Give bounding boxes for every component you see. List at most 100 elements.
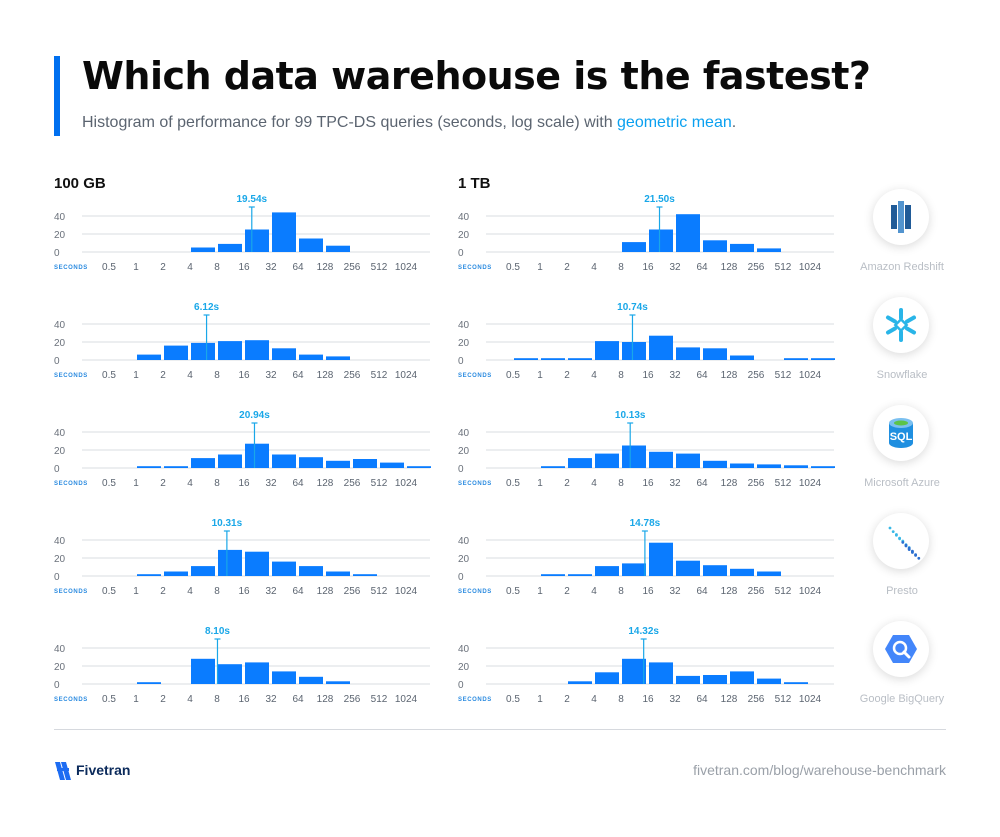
x-tick-label: 2 [564,262,570,273]
histogram-bar [541,358,565,360]
histogram-bar [649,229,673,252]
histogram-bar [703,240,727,252]
histogram-bar [218,243,242,252]
x-tick-label: 4 [591,694,597,705]
y-tick-label: 0 [54,248,60,259]
x-tick-label: 32 [265,370,277,381]
y-tick-label: 20 [54,446,66,457]
x-tick-label: 1024 [799,694,822,705]
x-tick-label: 1 [537,370,543,381]
x-tick-label: 64 [292,370,304,381]
x-tick-label: 32 [265,586,277,597]
x-tick-label: 512 [775,262,792,273]
x-tick-label: 128 [317,262,334,273]
x-tick-label: 256 [748,694,765,705]
y-tick-label: 40 [54,428,66,439]
histogram-bar [649,451,673,468]
histogram-bar [245,340,269,360]
x-tick-label: 64 [696,478,708,489]
y-tick-label: 40 [54,320,66,331]
histogram-bar [676,560,700,576]
fivetran-logo-icon [55,762,71,780]
subtitle-end: . [731,114,737,131]
x-tick-label: 2 [160,694,166,705]
x-tick-label: 0.5 [506,694,520,705]
x-axis-label: SECONDS [54,697,88,703]
histogram-bar [326,356,350,360]
histogram-bar [326,681,350,684]
x-tick-label: 64 [292,586,304,597]
x-tick-label: 64 [696,694,708,705]
y-tick-label: 0 [54,572,60,583]
x-tick-label: 512 [371,586,388,597]
presto-logo [873,513,929,569]
histogram-bar [191,342,215,360]
mean-label: 6.12s [194,302,219,313]
x-tick-label: 0.5 [102,694,116,705]
histogram-bar [595,341,619,360]
x-tick-label: 64 [696,370,708,381]
histogram-bar [299,354,323,360]
x-tick-label: 128 [317,370,334,381]
fivetran-brand: Fivetran [54,760,174,782]
x-tick-label: 0.5 [102,478,116,489]
histogram-bar [326,571,350,576]
vendor-label-presto: Presto [886,585,918,597]
y-tick-label: 40 [458,644,470,655]
histogram-bar [622,242,646,252]
x-tick-label: 4 [591,478,597,489]
histogram-bar [245,662,269,684]
histogram-bar [272,348,296,360]
histogram-bar [272,671,296,684]
histogram-bar [730,243,754,252]
x-tick-label: 256 [748,262,765,273]
redshift-icon [891,201,911,233]
y-tick-label: 40 [458,536,470,547]
x-tick-label: 64 [696,262,708,273]
histogram-bar [514,358,538,360]
histogram-bar [353,459,377,468]
x-tick-label: 1 [133,262,139,273]
y-tick-label: 0 [54,680,60,691]
x-tick-label: 256 [344,694,361,705]
x-tick-label: 32 [669,694,681,705]
histogram-bar [676,214,700,252]
x-tick-label: 1024 [395,262,418,273]
x-tick-label: 2 [160,370,166,381]
x-tick-label: 16 [238,370,250,381]
x-tick-label: 1 [537,694,543,705]
histogram-bar [299,238,323,252]
histogram-bar [218,454,242,468]
footer-url[interactable]: fivetran.com/blog/warehouse-benchmark [693,762,946,778]
histogram-bar [703,460,727,468]
x-tick-label: 16 [238,262,250,273]
y-tick-label: 40 [458,320,470,331]
x-tick-label: 32 [669,478,681,489]
x-tick-label: 0.5 [506,370,520,381]
histogram-bar [218,549,242,576]
histogram-bar [191,247,215,252]
histogram-bar [649,542,673,576]
histogram-bar [784,358,808,360]
vendor-label-bigquery: Google BigQuery [859,693,945,705]
histogram-bar [164,345,188,360]
histogram-bar [326,460,350,468]
histogram-bar [730,355,754,360]
y-tick-label: 40 [54,644,66,655]
histogram-bar [568,458,592,468]
histogram-bar [622,445,646,468]
mean-label: 14.32s [628,626,659,637]
vendor-label-azure: Microsoft Azure [864,477,940,489]
histogram-bar [649,335,673,360]
histogram-bar [676,347,700,360]
y-tick-label: 20 [54,230,66,241]
y-tick-label: 0 [458,680,464,691]
x-axis-label: SECONDS [458,481,492,487]
histogram-bar [137,466,161,468]
x-tick-label: 128 [317,478,334,489]
histogram-bar [676,453,700,468]
x-axis-label: SECONDS [54,265,88,271]
histogram-bar [595,672,619,684]
title-accent-bar [54,56,60,136]
x-tick-label: 512 [775,370,792,381]
